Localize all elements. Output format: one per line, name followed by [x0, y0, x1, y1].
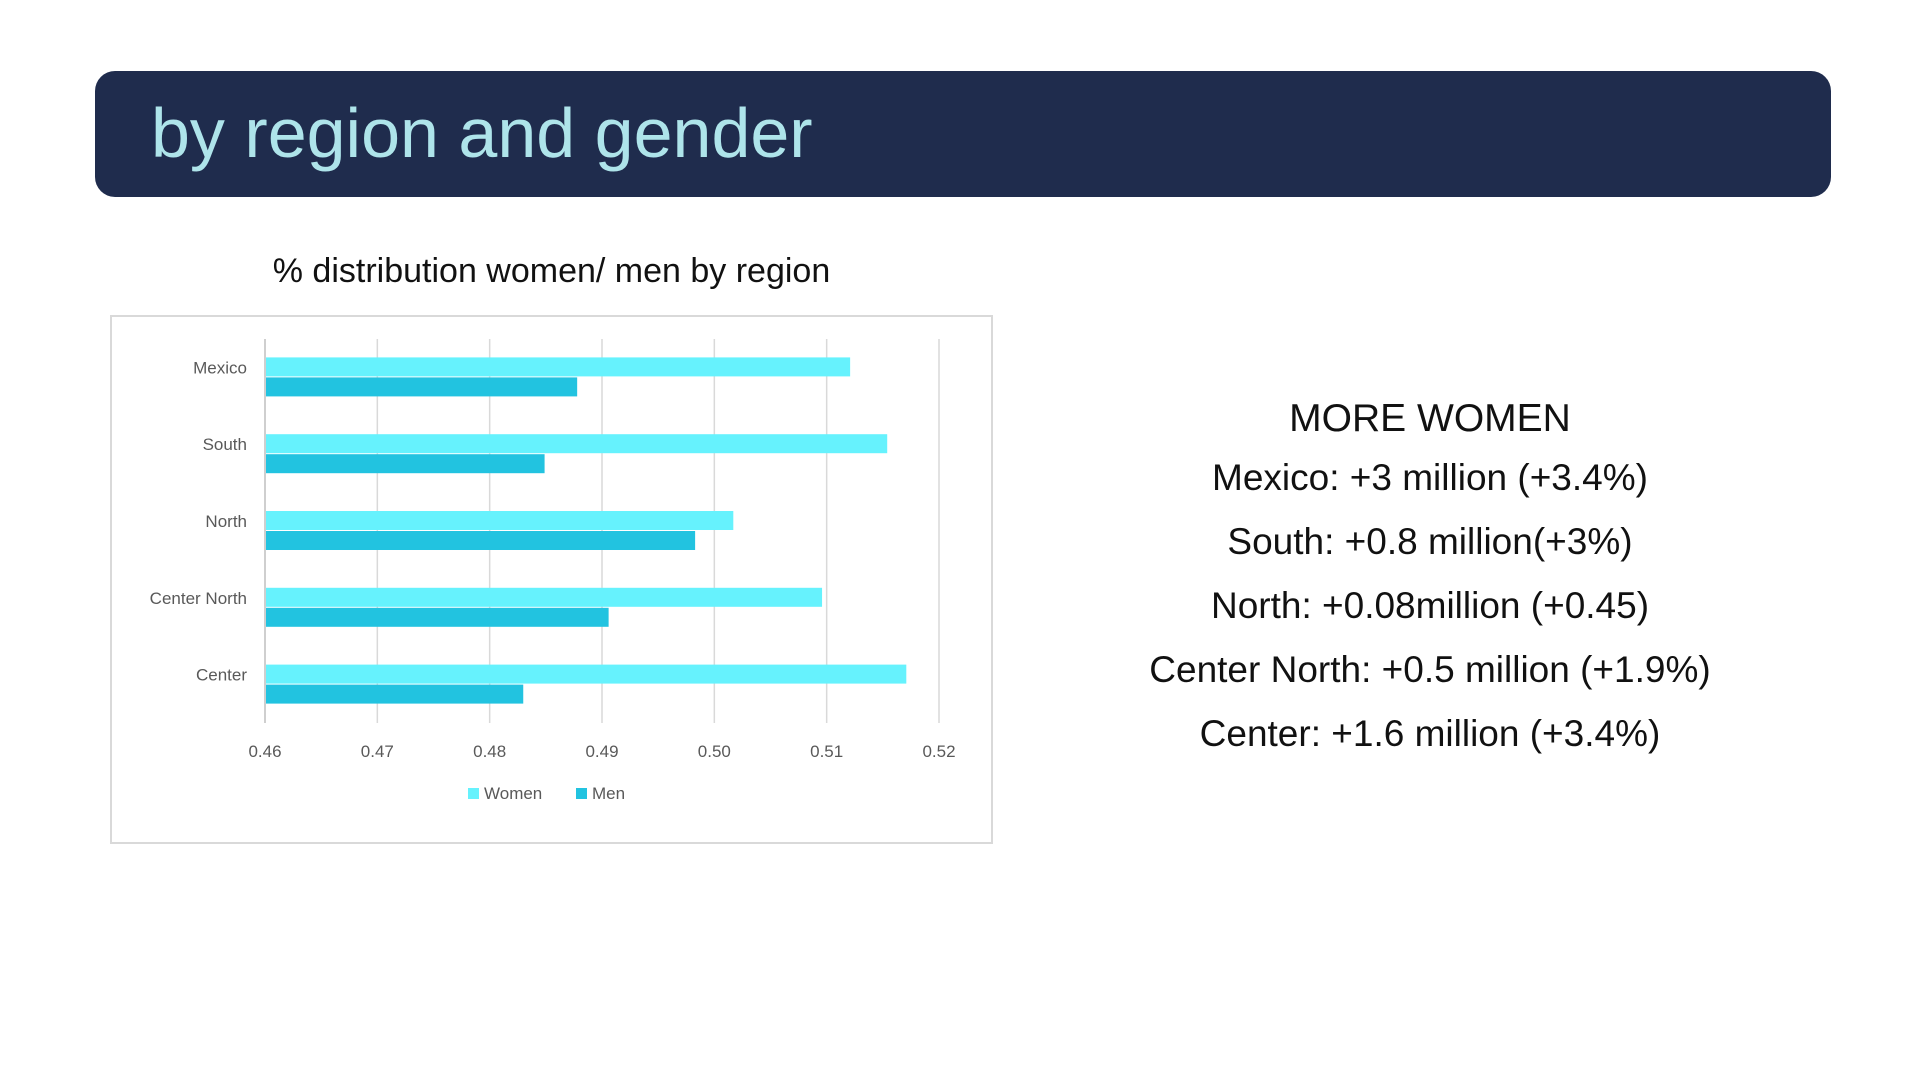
notes-heading: MORE WOMEN: [1289, 397, 1571, 440]
notes-line: Center: +1.6 million (+3.4%): [1199, 713, 1661, 754]
category-label: Mexico: [193, 358, 247, 377]
x-tick-label: 0.50: [698, 742, 731, 761]
bar-men: [266, 684, 524, 704]
notes-line: Mexico: +3 million (+3.4%): [1212, 457, 1648, 498]
bar-chart-svg: 0.46 0.47 0.48 0.49 0.50 0.51 0.52 Mexico South N…: [150, 339, 956, 803]
category-label: South: [203, 435, 247, 454]
category-label: North: [205, 512, 247, 531]
x-tick-label: 0.47: [361, 742, 394, 761]
bar-women: [266, 664, 907, 684]
bar-women: [266, 434, 888, 454]
bar-women: [266, 587, 823, 607]
category-label: Center: [196, 666, 247, 685]
x-tick-label: 0.46: [248, 742, 281, 761]
summary-notes: MORE WOMEN Mexico: +3 million (+3.4%) So…: [1080, 392, 1780, 766]
legend-label: Women: [484, 784, 542, 803]
notes-line: North: +0.08million (+0.45): [1210, 585, 1650, 626]
category-label: Center North: [150, 589, 247, 608]
chart-caption: % distribution women/ men by region: [272, 252, 831, 290]
bar-men: [266, 531, 696, 550]
title-banner: by region and gender: [95, 71, 1831, 197]
bar-women: [266, 357, 851, 377]
x-tick-label: 0.48: [473, 742, 506, 761]
bar-men: [266, 607, 609, 627]
notes-line: South: +0.8 million(+3%): [1227, 521, 1633, 562]
bar-women: [266, 511, 734, 530]
x-tick-label: 0.49: [585, 742, 618, 761]
legend-swatch: [468, 788, 479, 799]
bar-men: [266, 377, 578, 397]
x-tick-label: 0.51: [810, 742, 843, 761]
slide-title: by region and gender: [151, 94, 813, 172]
legend-swatch: [576, 788, 587, 799]
bar-chart: 0.46 0.47 0.48 0.49 0.50 0.51 0.52 Mexico South N…: [110, 315, 993, 844]
legend-label: Men: [592, 784, 625, 803]
notes-line: Center North: +0.5 million (+1.9%): [1149, 649, 1711, 690]
bar-men: [266, 454, 545, 474]
x-tick-label: 0.52: [922, 742, 955, 761]
